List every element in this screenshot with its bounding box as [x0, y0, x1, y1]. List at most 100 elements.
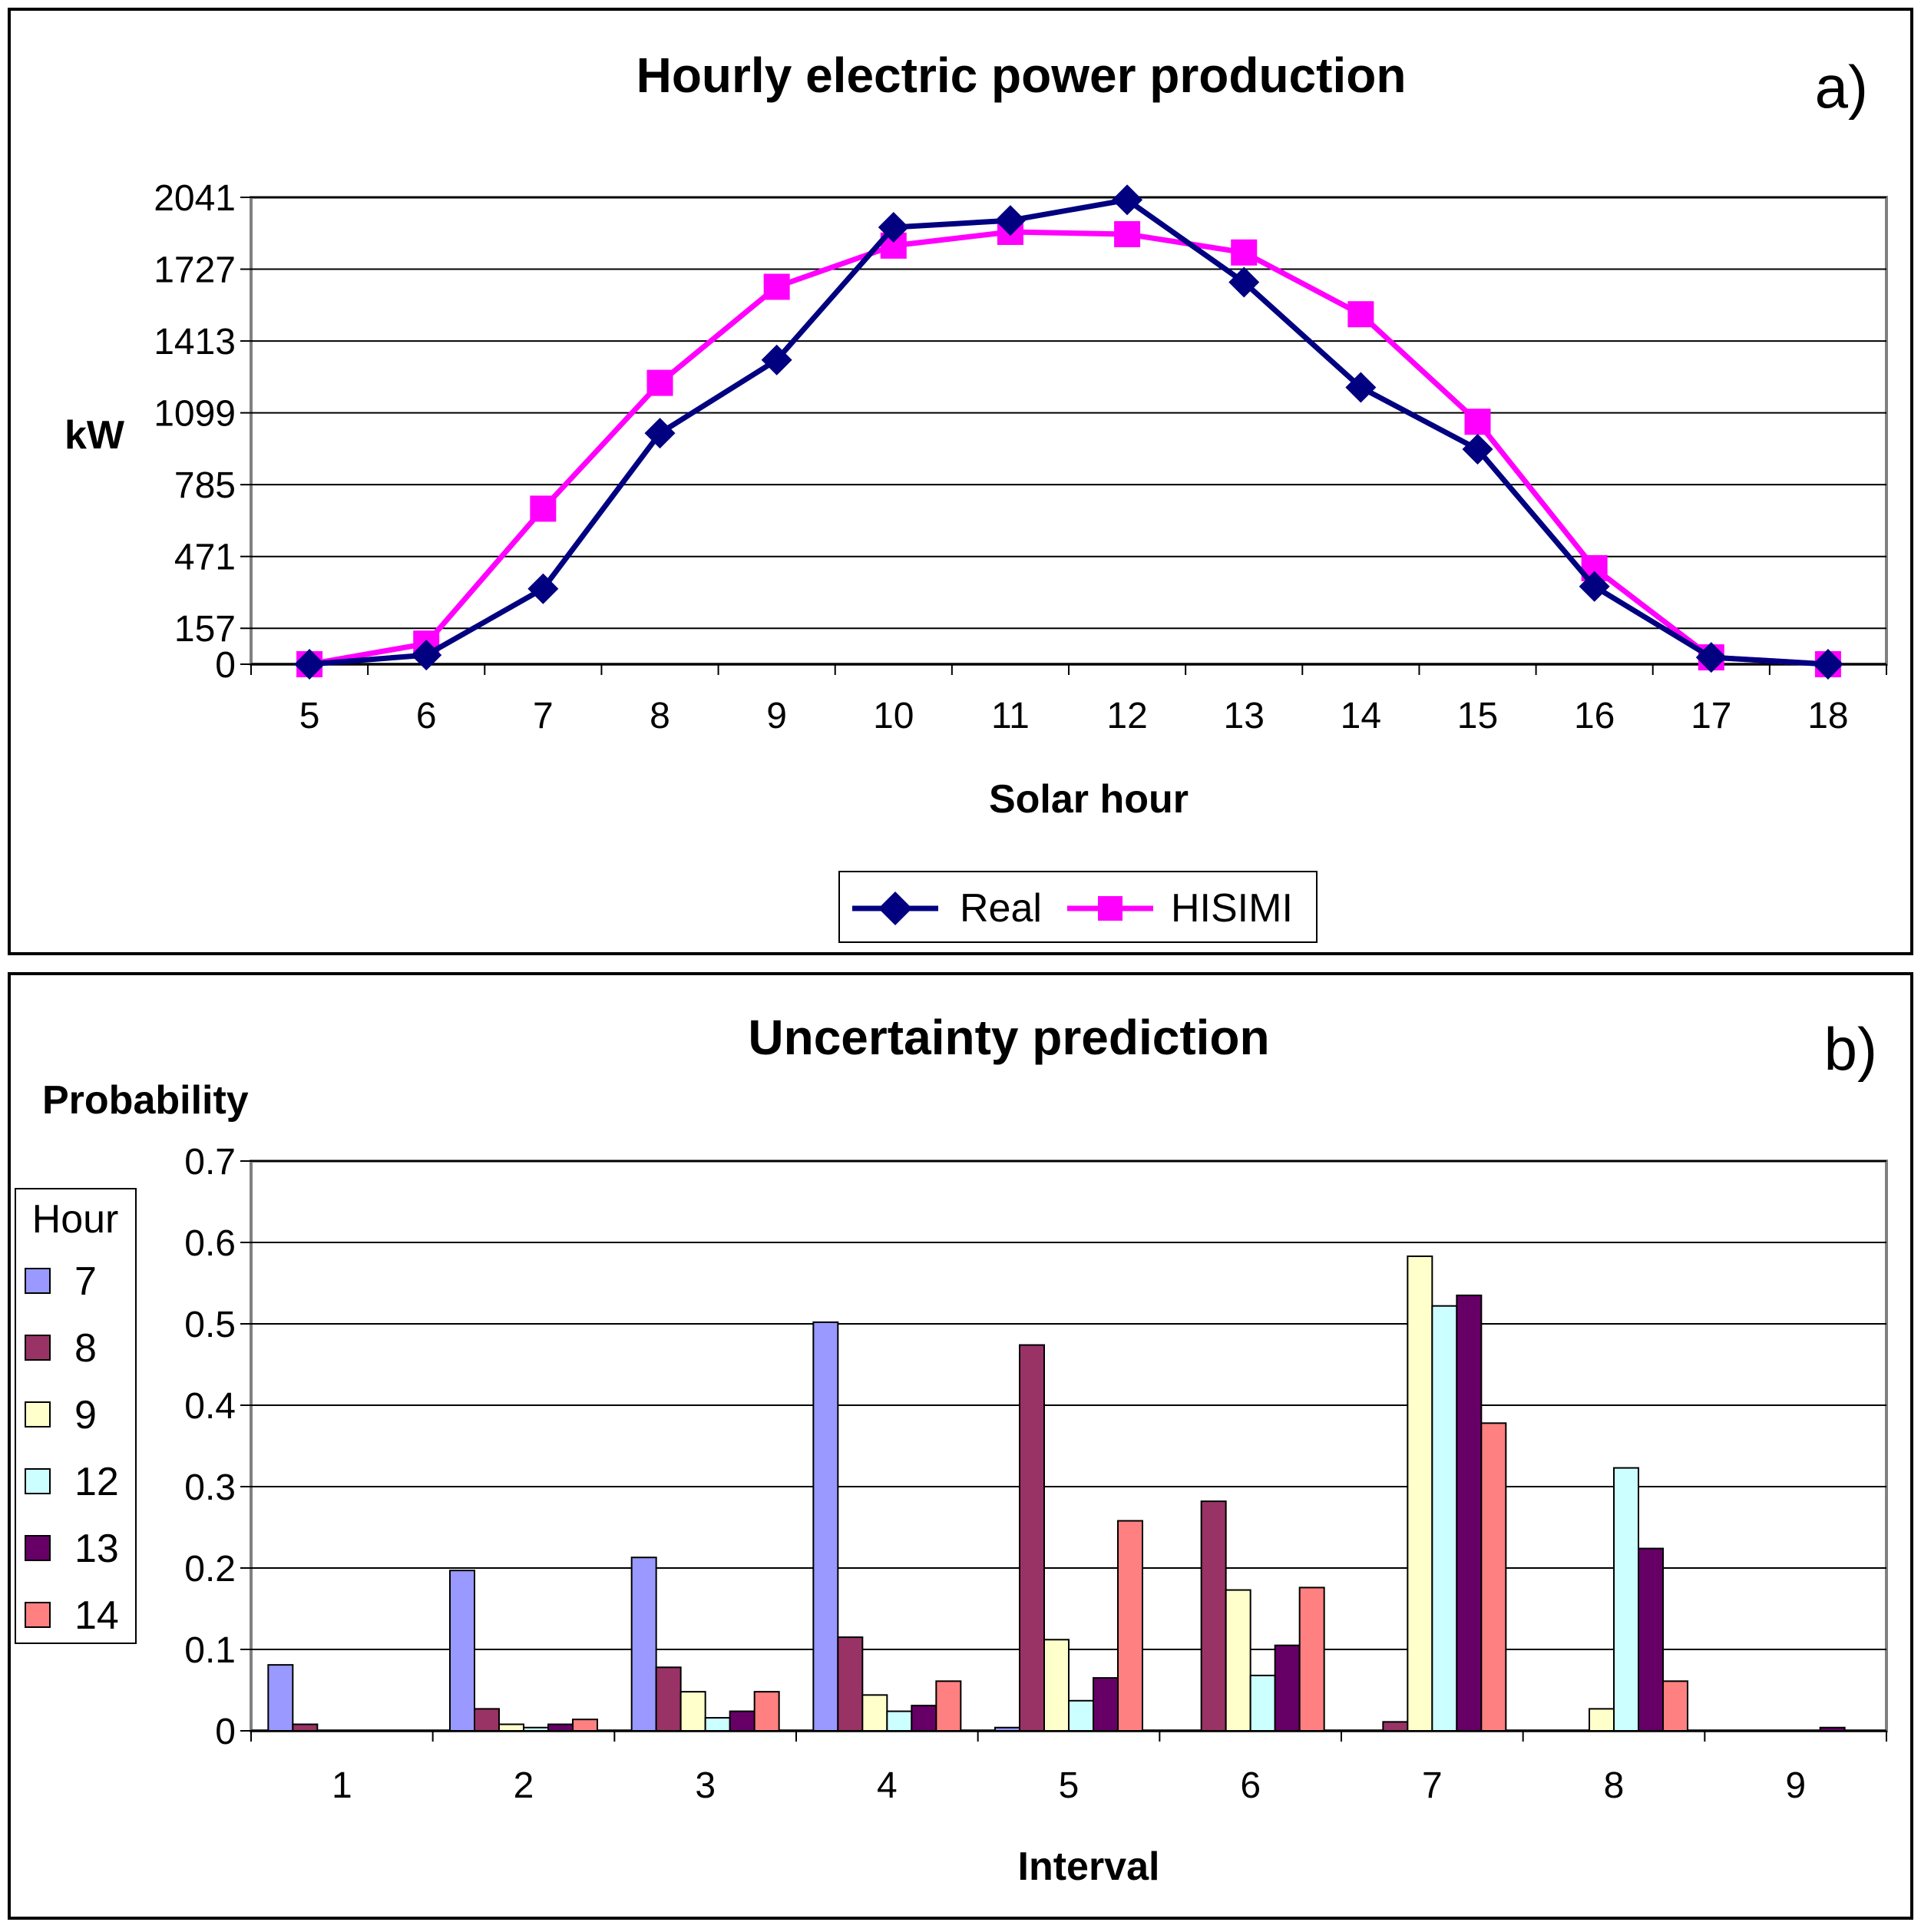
- chart-b-xtick-label: 1: [332, 1765, 352, 1806]
- legend-b-label-8: 8: [74, 1326, 97, 1371]
- chart-a-xtick-label: 12: [1106, 696, 1147, 736]
- marker-real: [1695, 642, 1727, 673]
- chart-b-xtick-label: 4: [877, 1765, 898, 1806]
- chart-b-legend: Hour 7 8 9 12 13 14: [15, 1188, 137, 1644]
- bar-hour-13-interval-4: [911, 1705, 937, 1732]
- chart-b-xtick-label: 2: [514, 1765, 534, 1806]
- legend-b-swatch-7: [25, 1268, 51, 1294]
- bar-hour-13-interval-7: [1456, 1294, 1483, 1732]
- bar-hour-8-interval-5: [1019, 1344, 1045, 1732]
- legend-b-title: Hour: [32, 1197, 119, 1242]
- marker-real: [761, 344, 792, 375]
- chart-a-xtick-label: 16: [1574, 696, 1615, 736]
- bar-hour-12-interval-6: [1249, 1674, 1276, 1732]
- legend-a-hisimi-marker: [1098, 896, 1123, 921]
- legend-b-swatch-14: [25, 1602, 51, 1628]
- panel-b: Uncertainty prediction b) Probability In…: [8, 972, 1913, 1920]
- legend-b-swatch-9: [25, 1401, 51, 1427]
- legend-b-label-7: 7: [74, 1259, 97, 1304]
- bar-hour-12-interval-5: [1068, 1699, 1094, 1732]
- marker-real: [1228, 266, 1260, 298]
- marker-real: [527, 573, 559, 604]
- chart-a-ytick-label: 157: [174, 609, 236, 650]
- chart-b-ytick-label: 0.2: [184, 1549, 236, 1590]
- bar-hour-14-interval-2: [572, 1719, 598, 1732]
- chart-a-ytick-label: 471: [174, 538, 236, 578]
- legend-a-real-marker: [878, 892, 912, 925]
- bar-hour-13-interval-2: [547, 1723, 574, 1732]
- chart-a-ylabel: kW: [64, 413, 125, 458]
- bar-hour-8-interval-1: [292, 1723, 319, 1732]
- chart-a-ytick-label: 1413: [154, 322, 236, 362]
- bar-hour-14-interval-6: [1298, 1586, 1325, 1732]
- marker-hisimi: [1231, 239, 1258, 266]
- chart-b-ytick-label: 0.7: [184, 1142, 236, 1183]
- chart-a-legend: Real HISIMI: [838, 871, 1318, 943]
- bar-hour-7-interval-5: [994, 1726, 1020, 1732]
- chart-a-xtick-label: 18: [1807, 696, 1848, 736]
- bar-hour-8-interval-4: [837, 1636, 864, 1732]
- legend-b-label-13: 13: [74, 1527, 119, 1571]
- chart-b-xtick-label: 9: [1785, 1765, 1806, 1806]
- bar-hour-9-interval-3: [679, 1691, 706, 1732]
- bar-hour-12-interval-4: [886, 1710, 913, 1732]
- chart-a-ytick-label: 785: [174, 465, 236, 506]
- bar-hour-8-interval-2: [474, 1708, 500, 1732]
- marker-real: [411, 640, 442, 671]
- panel-a-label: a): [1815, 53, 1868, 121]
- chart-a-xtick-label: 15: [1457, 696, 1498, 736]
- marker-real: [994, 205, 1026, 237]
- legend-b-swatch-12: [25, 1468, 51, 1494]
- chart-a-ytick-label: 0: [215, 645, 236, 686]
- chart-b-ytick-label: 0.5: [184, 1305, 236, 1345]
- chart-a-xtick-label: 14: [1341, 696, 1381, 736]
- plot-a-area: [250, 196, 1888, 666]
- chart-b-xtick-label: 5: [1059, 1765, 1080, 1806]
- bar-hour-12-interval-2: [523, 1726, 549, 1732]
- bar-hour-7-interval-1: [267, 1664, 294, 1732]
- legend-b-label-9: 9: [74, 1393, 97, 1437]
- series-line-real: [309, 197, 1829, 667]
- chart-a-xtick-label: 10: [873, 696, 914, 736]
- bar-hour-8-interval-6: [1200, 1500, 1227, 1732]
- bar-hour-14-interval-3: [753, 1691, 780, 1732]
- marker-hisimi: [1347, 301, 1374, 328]
- chart-a-xtick-label: 7: [533, 696, 554, 736]
- marker-hisimi: [1464, 409, 1491, 435]
- chart-b-ytick-label: 0.3: [184, 1467, 236, 1508]
- marker-real: [1345, 372, 1377, 403]
- bar-hour-8-interval-3: [655, 1666, 682, 1732]
- bar-hour-14-interval-5: [1117, 1520, 1143, 1732]
- chart-b-ytick-label: 0.1: [184, 1630, 236, 1671]
- legend-b-label-14: 14: [74, 1593, 119, 1638]
- bar-hour-9-interval-5: [1043, 1639, 1070, 1732]
- bar-hour-9-interval-6: [1225, 1589, 1251, 1732]
- chart-b-xtick-label: 8: [1604, 1765, 1625, 1806]
- bar-hour-7-interval-3: [630, 1557, 657, 1732]
- bar-hour-9-interval-8: [1589, 1708, 1615, 1732]
- chart-a-xlabel: Solar hour: [989, 777, 1189, 822]
- bar-hour-12-interval-7: [1431, 1305, 1458, 1732]
- marker-real: [644, 418, 676, 449]
- legend-b-box: [15, 1188, 137, 1644]
- marker-hisimi: [1114, 220, 1141, 247]
- chart-b-ylabel: Probability: [42, 1078, 249, 1123]
- chart-a-xtick-label: 13: [1224, 696, 1265, 736]
- chart-b-xtick-label: 7: [1422, 1765, 1443, 1806]
- bar-hour-14-interval-7: [1480, 1422, 1507, 1732]
- chart-b-xtick-label: 6: [1240, 1765, 1261, 1806]
- legend-b-swatch-13: [25, 1535, 51, 1561]
- marker-hisimi: [530, 495, 557, 522]
- chart-a-ytick-label: 1099: [154, 394, 236, 435]
- chart-a-xtick-label: 6: [416, 696, 437, 736]
- bar-hour-13-interval-8: [1638, 1547, 1664, 1732]
- bar-hour-13-interval-5: [1093, 1677, 1119, 1732]
- bar-hour-7-interval-4: [812, 1321, 839, 1732]
- bar-hour-13-interval-6: [1274, 1644, 1301, 1732]
- marker-real: [1579, 571, 1610, 602]
- bar-hour-14-interval-8: [1662, 1680, 1688, 1732]
- marker-hisimi: [763, 273, 790, 300]
- marker-hisimi: [646, 369, 673, 396]
- series-line-hisimi: [309, 229, 1829, 667]
